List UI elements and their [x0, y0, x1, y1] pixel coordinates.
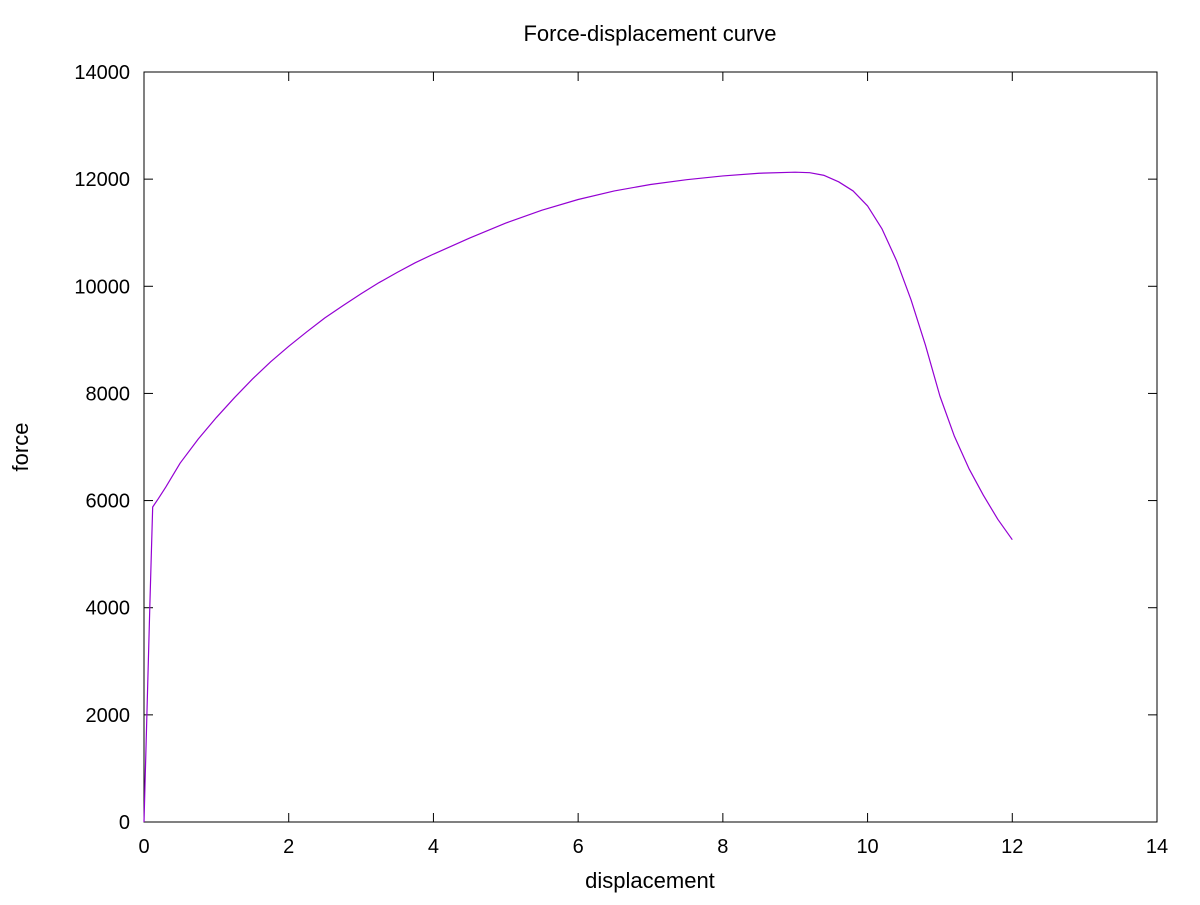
x-tick-label: 14 — [1146, 836, 1168, 858]
chart-title: Force-displacement curve — [523, 21, 776, 46]
x-tick-label: 4 — [428, 836, 439, 858]
x-tick-label: 0 — [138, 836, 149, 858]
y-tick-label: 6000 — [86, 491, 131, 513]
x-axis-title: displacement — [585, 868, 715, 893]
x-tick-label: 8 — [717, 836, 728, 858]
y-tick-label: 10000 — [74, 276, 130, 298]
x-tick-label: 6 — [573, 836, 584, 858]
y-tick-label: 12000 — [74, 169, 130, 191]
series-line — [143, 171, 1013, 823]
plot-frame — [143, 71, 1158, 823]
y-tick-label: 8000 — [86, 383, 131, 405]
y-tick-label: 4000 — [86, 598, 131, 620]
x-tick-label: 2 — [283, 836, 294, 858]
y-tick-label: 2000 — [86, 705, 131, 727]
y-tick-label: 0 — [119, 812, 130, 834]
y-axis-title: force — [8, 423, 33, 472]
x-tick-label: 10 — [856, 836, 878, 858]
x-tick-label: 12 — [1001, 836, 1023, 858]
y-tick-label: 14000 — [74, 62, 130, 84]
